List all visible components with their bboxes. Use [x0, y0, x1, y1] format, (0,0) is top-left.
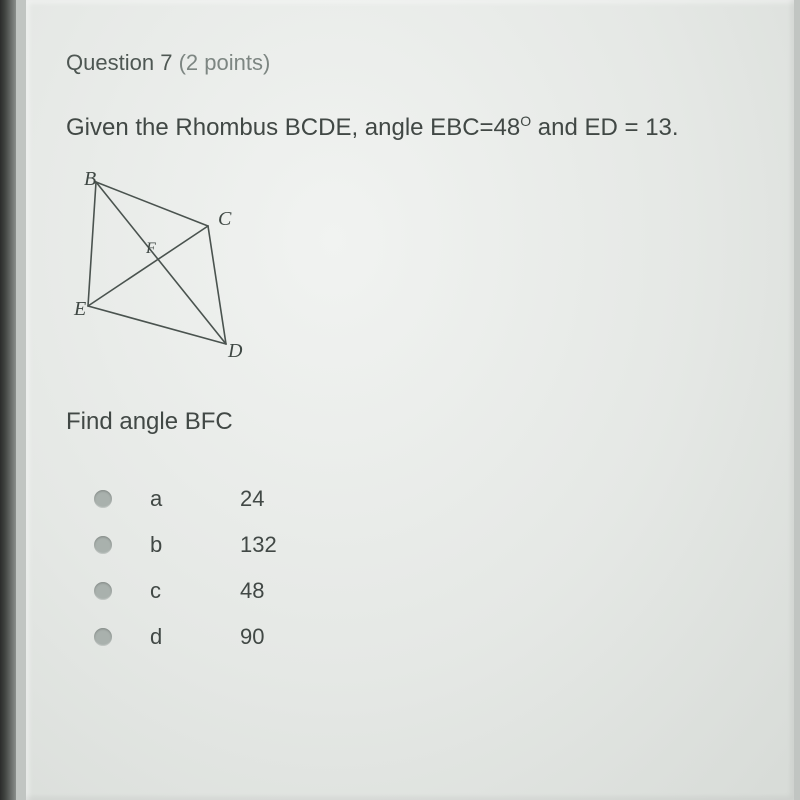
- degree-symbol: O: [520, 113, 531, 129]
- choice-row[interactable]: a 24: [94, 478, 754, 520]
- radio-icon[interactable]: [94, 582, 112, 600]
- page-left-shadow: [0, 0, 16, 800]
- question-prompt: Given the Rhombus BCDE, angle EBC=48O an…: [66, 112, 754, 144]
- vertex-label-b: B: [84, 168, 96, 191]
- prompt-prefix: Given the Rhombus BCDE, angle EBC=48: [66, 114, 520, 141]
- vertex-label-d: D: [228, 340, 242, 363]
- choice-value: 90: [240, 624, 264, 650]
- choice-letter: d: [150, 624, 240, 650]
- prompt-suffix: and ED = 13.: [531, 114, 678, 141]
- radio-icon[interactable]: [94, 628, 112, 646]
- radio-icon[interactable]: [94, 536, 112, 554]
- find-prompt: Find angle BFC: [66, 408, 754, 436]
- choice-row[interactable]: c 48: [94, 570, 754, 612]
- question-header: Question 7 (2 points): [66, 50, 754, 76]
- vertex-label-e: E: [74, 298, 86, 321]
- app-frame: Question 7 (2 points) Given the Rhombus …: [0, 0, 800, 800]
- figure-container: B C D E F: [76, 174, 754, 364]
- radio-icon[interactable]: [94, 490, 112, 508]
- choice-value: 24: [240, 486, 264, 512]
- choice-letter: a: [150, 486, 240, 512]
- choice-row[interactable]: d 90: [94, 616, 754, 658]
- choice-value: 48: [240, 578, 264, 604]
- choice-letter: c: [150, 578, 240, 604]
- vertex-label-f: F: [146, 240, 156, 258]
- question-page: Question 7 (2 points) Given the Rhombus …: [26, 0, 794, 800]
- vertex-label-c: C: [218, 208, 231, 231]
- question-number: 7: [160, 50, 172, 75]
- choice-row[interactable]: b 132: [94, 524, 754, 566]
- choice-letter: b: [150, 532, 240, 558]
- question-points: (2 points): [179, 50, 271, 75]
- question-label: Question 7: [66, 50, 179, 75]
- answer-choices: a 24 b 132 c 48 d 90: [94, 478, 754, 658]
- question-label-word: Question: [66, 50, 154, 75]
- rhombus-figure: B C D E F: [76, 174, 256, 364]
- rhombus-svg: [76, 174, 256, 364]
- choice-value: 132: [240, 532, 277, 558]
